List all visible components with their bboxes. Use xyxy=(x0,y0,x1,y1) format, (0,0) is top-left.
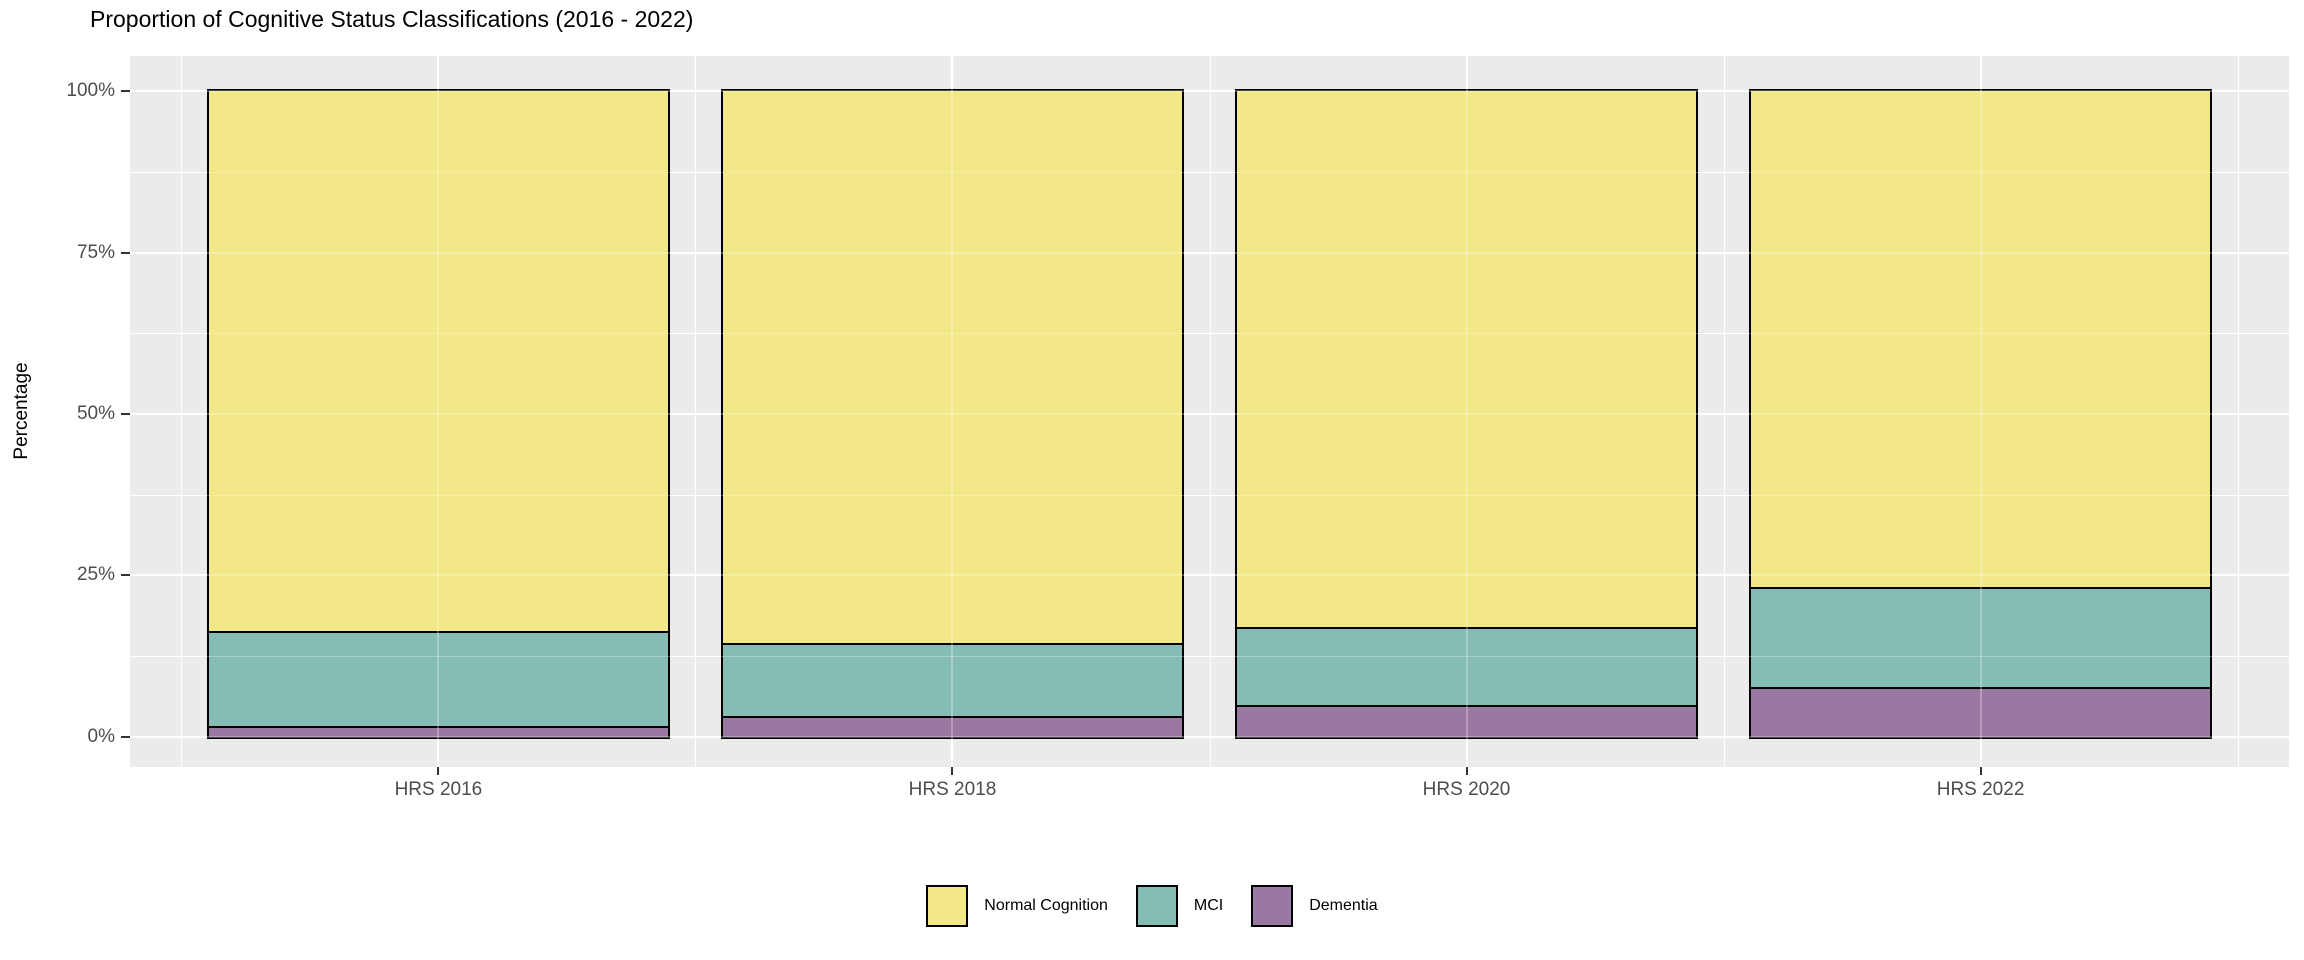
gridline-overlay-vertical xyxy=(1979,56,1982,767)
x-tick-mark xyxy=(951,767,954,775)
gridline-overlay-horizontal xyxy=(130,494,2289,496)
bar-segment-normal-cognition xyxy=(723,91,1182,643)
y-tick-label: 0% xyxy=(87,725,115,747)
bar-segment-dementia xyxy=(1237,704,1696,737)
bar-segment-dementia xyxy=(723,715,1182,737)
legend-key-swatch xyxy=(1251,885,1294,927)
gridline-overlay-vertical xyxy=(437,56,440,767)
minor-gridline-vertical xyxy=(695,56,697,767)
x-tick-mark xyxy=(1979,767,1982,775)
bar-segment-mci xyxy=(209,631,668,726)
minor-gridline-vertical xyxy=(1723,56,1725,767)
gridline-overlay-horizontal xyxy=(130,171,2289,173)
minor-gridline-vertical xyxy=(2237,56,2239,767)
legend-item-mci: MCI xyxy=(1135,885,1224,927)
minor-gridline-vertical xyxy=(1209,56,1211,767)
gridline-overlay-horizontal xyxy=(130,251,2289,254)
bar-segment-normal-cognition xyxy=(1751,91,2210,588)
bar-segment-mci xyxy=(723,642,1182,716)
bar-segment-mci xyxy=(1237,626,1696,705)
legend-label: Normal Cognition xyxy=(984,897,1108,914)
y-tick-label: 25% xyxy=(76,564,115,586)
stacked-bar-hrs-2022 xyxy=(1749,89,2212,739)
gridline-overlay-horizontal xyxy=(130,735,2289,738)
bar-segment-dementia xyxy=(1751,687,2210,737)
y-tick-mark xyxy=(121,574,130,577)
minor-gridline-vertical xyxy=(181,56,183,767)
x-tick-label: HRS 2022 xyxy=(1936,779,2025,800)
bar-segment-normal-cognition xyxy=(209,91,668,632)
gridline-overlay-horizontal xyxy=(130,574,2289,577)
y-tick-mark xyxy=(121,735,130,738)
gridline-overlay-horizontal xyxy=(130,412,2289,415)
plot-panel xyxy=(130,56,2289,767)
bar-segment-dementia xyxy=(209,725,668,737)
legend-key-swatch xyxy=(1135,885,1178,927)
stacked-bar-hrs-2020 xyxy=(1235,89,1698,739)
gridline-overlay-vertical xyxy=(1465,56,1468,767)
bar-segment-mci xyxy=(1751,587,2210,688)
legend-key-swatch xyxy=(926,885,969,927)
gridline-overlay-vertical xyxy=(951,56,954,767)
y-tick-label: 50% xyxy=(76,402,115,424)
y-axis-title: Percentage xyxy=(11,362,32,460)
legend-label: MCI xyxy=(1193,897,1224,914)
stacked-bar-hrs-2016 xyxy=(207,89,670,739)
y-tick-mark xyxy=(121,412,130,415)
y-tick-mark xyxy=(121,90,130,93)
x-tick-label: HRS 2016 xyxy=(394,779,483,800)
gridline-overlay-horizontal xyxy=(130,655,2289,657)
x-tick-mark xyxy=(437,767,440,775)
chart-title: Proportion of Cognitive Status Classific… xyxy=(90,6,694,32)
x-tick-mark xyxy=(1465,767,1468,775)
legend-item-dementia: Dementia xyxy=(1251,885,1378,927)
bar-segment-normal-cognition xyxy=(1237,91,1696,627)
y-tick-mark xyxy=(121,251,130,254)
stacked-bar-hrs-2018 xyxy=(721,89,1184,739)
legend-label: Dementia xyxy=(1309,897,1378,914)
x-tick-label: HRS 2018 xyxy=(908,779,997,800)
legend-item-normal-cognition: Normal Cognition xyxy=(926,885,1108,927)
gridline-overlay-horizontal xyxy=(130,333,2289,335)
gridline-overlay-horizontal xyxy=(130,90,2289,93)
x-tick-label: HRS 2020 xyxy=(1422,779,1511,800)
legend: Normal Cognition MCI Dementia xyxy=(0,885,2304,927)
y-tick-label: 75% xyxy=(76,241,115,263)
y-tick-label: 100% xyxy=(66,80,115,102)
